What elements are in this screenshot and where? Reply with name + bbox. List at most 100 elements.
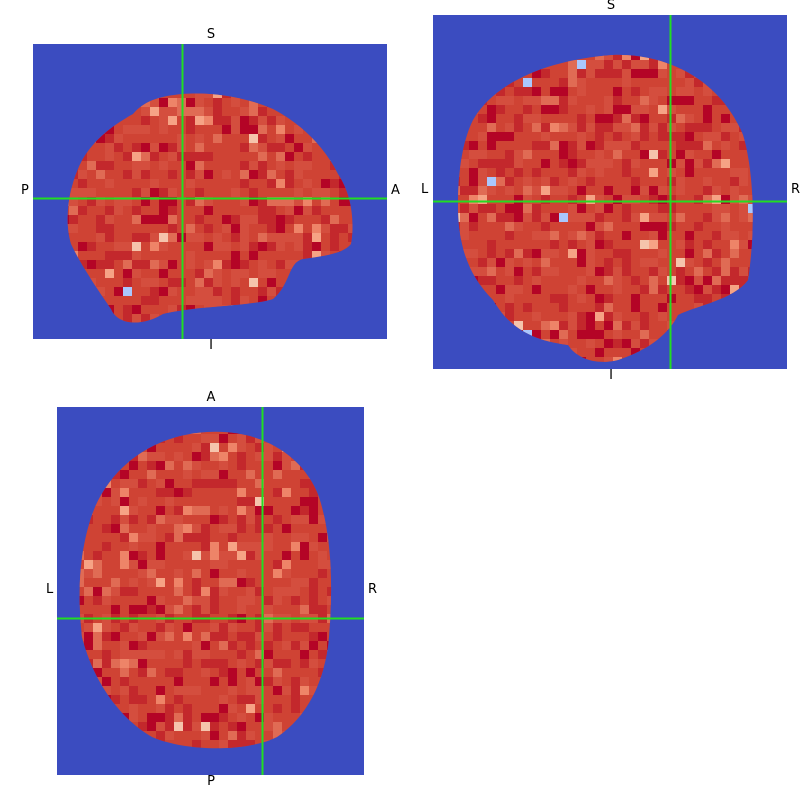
- voxel: [631, 294, 640, 303]
- voxel: [460, 213, 469, 222]
- voxel: [204, 269, 213, 278]
- voxel: [649, 276, 658, 285]
- voxel: [712, 150, 721, 159]
- voxel: [568, 78, 577, 87]
- voxel: [132, 314, 141, 323]
- voxel: [219, 668, 228, 677]
- voxel: [93, 551, 102, 560]
- voxel: [150, 188, 159, 197]
- voxel: [120, 515, 129, 524]
- voxel: [622, 105, 631, 114]
- voxel: [255, 551, 264, 560]
- voxel: [165, 632, 174, 641]
- voxel: [532, 267, 541, 276]
- voxel: [195, 215, 204, 224]
- voxel: [312, 224, 321, 233]
- sagittal-view[interactable]: [33, 44, 387, 339]
- voxel: [192, 587, 201, 596]
- voxel: [469, 150, 478, 159]
- voxel: [150, 98, 159, 107]
- voxel: [255, 515, 264, 524]
- voxel: [237, 632, 246, 641]
- voxel: [309, 659, 318, 668]
- voxel: [255, 542, 264, 551]
- voxel: [141, 215, 150, 224]
- voxel: [141, 161, 150, 170]
- voxel: [237, 713, 246, 722]
- voxel: [69, 206, 78, 215]
- voxel: [613, 123, 622, 132]
- voxel: [586, 249, 595, 258]
- voxel: [249, 107, 258, 116]
- voxel: [219, 560, 228, 569]
- voxel: [276, 233, 285, 242]
- voxel: [613, 69, 622, 78]
- voxel: [330, 215, 339, 224]
- voxel: [267, 224, 276, 233]
- voxel: [649, 195, 658, 204]
- voxel: [730, 195, 739, 204]
- voxel: [568, 249, 577, 258]
- voxel: [78, 242, 87, 251]
- voxel: [496, 159, 505, 168]
- voxel: [721, 213, 730, 222]
- voxel: [210, 596, 219, 605]
- voxel: [150, 296, 159, 305]
- voxel: [685, 78, 694, 87]
- voxel: [487, 204, 496, 213]
- voxel: [559, 159, 568, 168]
- voxel: [237, 551, 246, 560]
- voxel: [568, 312, 577, 321]
- voxel: [273, 659, 282, 668]
- voxel: [120, 479, 129, 488]
- voxel: [604, 96, 613, 105]
- voxel: [309, 596, 318, 605]
- voxel: [123, 170, 132, 179]
- voxel: [132, 143, 141, 152]
- axial-view[interactable]: [57, 407, 364, 775]
- voxel: [138, 722, 147, 731]
- voxel: [532, 204, 541, 213]
- voxel: [168, 152, 177, 161]
- voxel: [231, 125, 240, 134]
- voxel: [622, 321, 631, 330]
- coronal-view[interactable]: [433, 15, 787, 369]
- voxel: [186, 116, 195, 125]
- voxel: [273, 677, 282, 686]
- voxel: [487, 123, 496, 132]
- voxel: [703, 123, 712, 132]
- voxel: [658, 60, 667, 69]
- voxel: [330, 242, 339, 251]
- voxel: [318, 605, 327, 614]
- voxel: [201, 524, 210, 533]
- voxel: [78, 188, 87, 197]
- voxel: [156, 731, 165, 740]
- voxel: [228, 443, 237, 452]
- voxel: [730, 168, 739, 177]
- voxel: [147, 569, 156, 578]
- voxel: [622, 258, 631, 267]
- voxel: [586, 330, 595, 339]
- voxel: [523, 114, 532, 123]
- voxel: [192, 569, 201, 578]
- voxel: [204, 197, 213, 206]
- voxel: [514, 159, 523, 168]
- voxel: [649, 240, 658, 249]
- voxel: [174, 533, 183, 542]
- voxel: [300, 479, 309, 488]
- voxel: [282, 659, 291, 668]
- voxel: [586, 141, 595, 150]
- voxel: [123, 260, 132, 269]
- voxel: [577, 69, 586, 78]
- voxel: [195, 98, 204, 107]
- voxel: [532, 168, 541, 177]
- voxel: [210, 542, 219, 551]
- voxel: [255, 650, 264, 659]
- voxel: [291, 695, 300, 704]
- voxel: [676, 114, 685, 123]
- voxel: [586, 177, 595, 186]
- voxel: [577, 276, 586, 285]
- voxel: [138, 533, 147, 542]
- voxel: [541, 222, 550, 231]
- voxel: [222, 170, 231, 179]
